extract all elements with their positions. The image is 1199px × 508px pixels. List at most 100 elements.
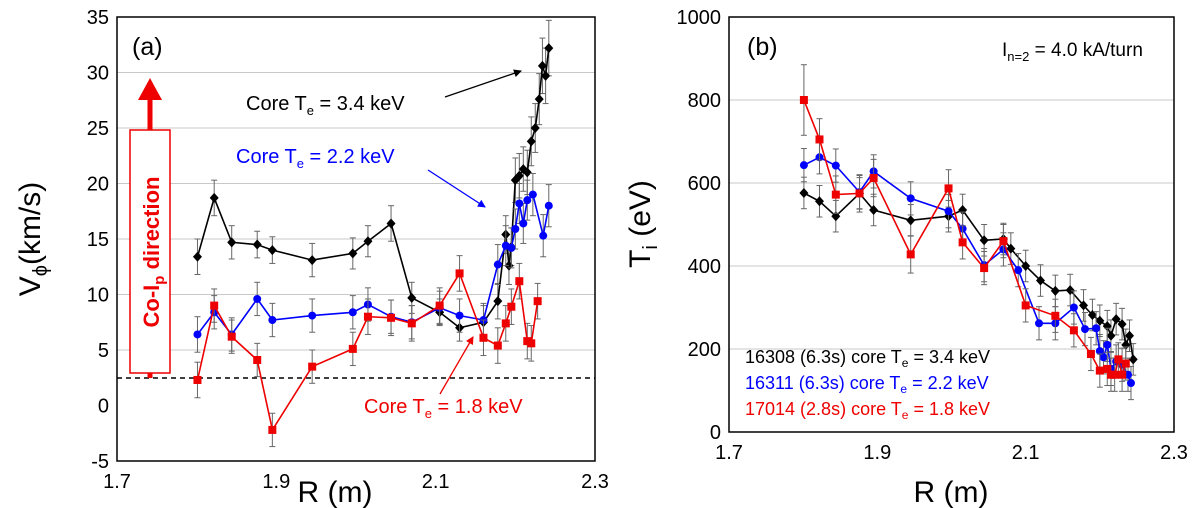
data-point [386,218,396,229]
data-point [799,187,809,198]
data-point [308,362,317,371]
panel-a-y-tick-label: 35 [87,7,109,29]
data-point [1006,243,1016,254]
data-point [528,190,537,199]
data-point [268,425,277,434]
data-point [1110,370,1119,379]
data-point [534,94,544,105]
data-point [1021,261,1031,271]
data-point [504,260,514,271]
data-point [507,302,516,311]
data-point [253,355,262,364]
data-point [1092,324,1101,333]
panel-a-x-axis-label: R (m) [298,476,373,508]
data-point [522,167,532,178]
data-point [1118,370,1127,379]
data-point [541,70,551,81]
data-point [539,231,548,240]
series-red [799,64,1130,392]
panel-b-y-tick-label: 200 [688,339,721,361]
data-point [906,250,915,259]
data-point [831,190,840,199]
data-point [514,170,524,181]
panel-b-y-tick-label: 600 [688,173,721,195]
data-point [363,236,373,247]
series-line-red [196,271,539,432]
legend-entry-17014: 17014 (2.8s) core Te = 1.8 keV [745,399,990,422]
data-point [501,319,510,328]
data-point [267,245,277,256]
data-point [493,296,503,307]
data-point [1117,319,1127,330]
series-line-black [196,48,550,329]
data-point [906,215,916,226]
annotation-arrow-black [444,69,522,98]
data-point [227,237,237,248]
panel-b-y-tick-label: 1000 [677,7,722,29]
data-point [455,311,464,320]
series-red [193,255,542,448]
data-point [407,292,417,303]
panel-a-frame [116,16,596,462]
data-point [944,184,953,193]
panel-b-x-tick-label: 2.3 [1160,442,1188,464]
panel-a-y-tick-label: 25 [87,118,109,140]
data-point [1087,309,1097,320]
data-point [1095,315,1105,326]
annotation-arrow-red [439,336,474,395]
data-point [1095,347,1104,356]
data-point [1021,301,1030,310]
series-blue [193,173,553,353]
panel-b-y-tick-label: 0 [710,422,721,444]
data-point [209,192,219,203]
data-point [814,196,824,207]
panel-a-y-tick-label: 5 [98,340,109,362]
data-point [1126,379,1135,388]
data-point [537,60,547,71]
data-point [1035,319,1044,328]
data-point [1114,355,1123,364]
data-point [1095,366,1104,375]
data-point [308,311,317,320]
panel-b-y-tick-label: 800 [688,90,721,112]
data-point [544,43,554,54]
data-point [1014,266,1023,275]
data-point [869,174,878,183]
data-point [193,375,202,384]
data-point [530,123,540,133]
data-point [999,237,1008,246]
data-point [1106,330,1116,341]
data-point [1111,314,1121,325]
series-black [192,19,554,342]
current-label: In=2 = 4.0 kA/turn [1002,40,1143,64]
data-point [493,260,502,269]
data-point [1081,325,1089,334]
data-point [1036,275,1045,286]
data-point [253,294,262,303]
data-point [210,301,219,310]
data-point [193,330,202,339]
data-point [455,269,464,278]
data-point [869,204,879,215]
panel-a-y-tick-label: -5 [91,451,109,473]
panel-a-y-tick-label: 15 [87,229,109,251]
co-ip-label-box [129,129,171,374]
legend-entry-16311: 16311 (6.3s) core Te = 2.2 keV [745,373,989,396]
panel-b-series [799,64,1138,401]
data-point [1128,354,1138,365]
panel-b-y-axis-label: Ti (eV) [624,180,662,268]
panel-a-x-tick-label: 2.3 [581,471,609,493]
panel-a-x-tick-label: 1.7 [103,471,131,493]
data-point [1121,359,1130,368]
data-point [523,196,532,205]
data-point [526,136,536,147]
panel-b-y-tick-label: 400 [688,256,721,278]
panel-b: 0 200 400 600 800 1000 1.7 1.9 2.1 2.3 (b) In=2 =… [624,7,1188,508]
data-point [307,255,317,266]
data-point [799,96,808,104]
panel-b-x-tick-label: 1.7 [715,442,743,464]
panel-a-y-tick-label: 10 [87,285,109,307]
data-point [980,264,989,273]
data-point [944,207,953,216]
